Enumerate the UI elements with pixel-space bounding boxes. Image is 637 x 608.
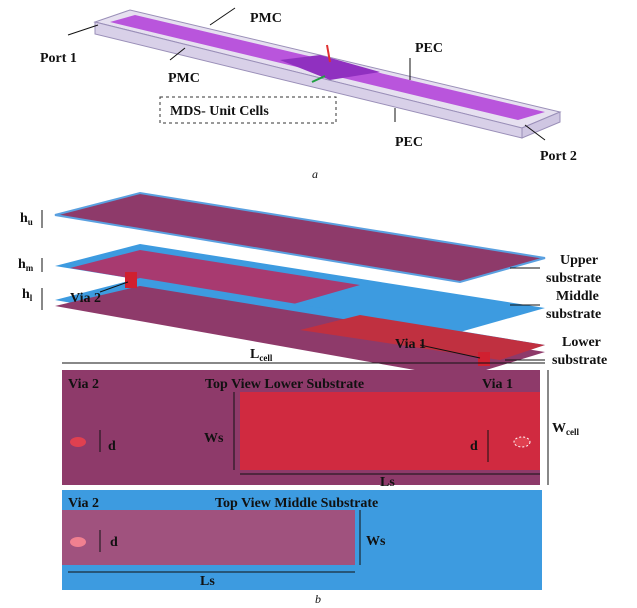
label: Via 2 — [70, 291, 101, 306]
caption: a — [312, 167, 318, 181]
length-label: Lcell — [250, 347, 273, 363]
label: MDS- Unit Cells — [170, 104, 269, 119]
height-label: hu — [20, 211, 33, 227]
view-title: Top View Lower Substrate — [205, 377, 364, 392]
label: Via 2 — [68, 496, 99, 511]
label: PMC — [250, 11, 282, 26]
label: Port 1 — [40, 51, 77, 66]
height-label: hm — [18, 257, 34, 273]
middle-strip — [62, 510, 355, 565]
height-label: hl — [22, 287, 33, 303]
label: d — [108, 439, 116, 454]
via — [70, 537, 86, 547]
view-title: Top View Middle Substrate — [215, 496, 378, 511]
label: Ls — [200, 574, 215, 589]
label: PMC — [168, 71, 200, 86]
layers — [55, 193, 545, 378]
waveguide — [95, 10, 560, 138]
label: d — [470, 439, 478, 454]
label: Ws — [204, 431, 224, 446]
lower-strip — [240, 392, 540, 470]
label: PEC — [395, 135, 423, 150]
label: Via 2 — [68, 377, 99, 392]
label: Via 1 — [482, 377, 513, 392]
caption: b — [315, 592, 321, 606]
label: Via 1 — [395, 337, 426, 352]
figure: PMC Port 1 PMC MDS- Unit Cells PEC PEC P… — [0, 0, 637, 608]
label: d — [110, 535, 118, 550]
label: Wcell — [552, 421, 579, 437]
via — [70, 437, 86, 447]
label: Port 2 — [540, 149, 577, 164]
label: PEC — [415, 41, 443, 56]
via — [514, 437, 530, 447]
label: Ls — [380, 475, 395, 490]
label: Ws — [366, 534, 386, 549]
